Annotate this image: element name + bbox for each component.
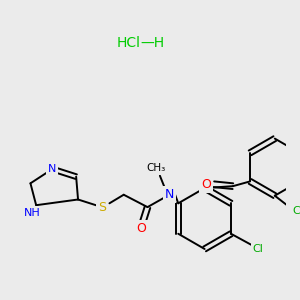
Text: Cl: Cl [252,244,263,254]
Text: HCl: HCl [117,36,141,50]
Text: —H: —H [141,36,165,50]
Text: N: N [48,164,56,174]
Text: S: S [98,201,106,214]
Text: O: O [136,221,146,235]
Text: Cl: Cl [292,206,300,216]
Text: N: N [165,188,174,201]
Text: CH₃: CH₃ [146,163,166,173]
Text: O: O [201,178,211,191]
Text: NH: NH [24,208,41,218]
